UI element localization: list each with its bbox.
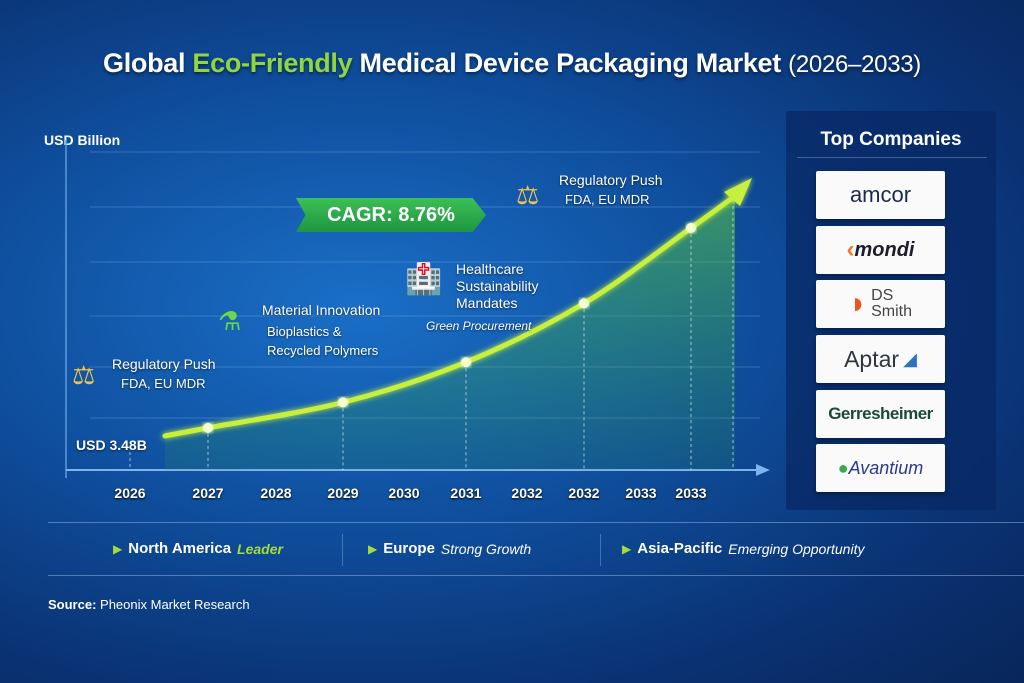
annotation-sub2: Recycled Polymers (267, 343, 379, 358)
source-text: Pheonix Market Research (96, 597, 250, 612)
source-note: Source: Pheonix Market Research (48, 597, 250, 612)
annotation-title3: Mandates (456, 295, 518, 311)
cagr-badge: CAGR: 8.76% (296, 198, 486, 232)
annotation-sub: FDA, EU MDR (565, 192, 650, 207)
company-name: Avantium (848, 457, 924, 478)
annotation-title: Material Innovation (262, 302, 381, 318)
x-tick-label: 2031 (450, 485, 482, 501)
triangle-icon: ▶ (368, 541, 378, 556)
region-europe: ▶ Europe Strong Growth (368, 540, 531, 557)
x-tick-label: 2027 (192, 485, 224, 501)
region-note: Leader (237, 540, 283, 557)
x-tick-label: 2030 (388, 485, 420, 501)
company-name: Gerresheimer (828, 404, 933, 423)
company-logo-ds-smith: ◗ DS Smith (816, 280, 945, 328)
divider (48, 522, 1024, 523)
annotation-title: Regulatory Push (112, 356, 216, 372)
annotation-sub: Bioplastics & (267, 324, 342, 339)
title-highlight: Eco-Friendly (192, 48, 353, 78)
x-tick-label: 2029 (327, 485, 359, 501)
annotation-regulatory-1: Regulatory Push FDA, EU MDR (112, 355, 216, 393)
annotation-sub: Green Procurement (426, 319, 532, 333)
company-logo-gerresheimer: Gerresheimer (816, 390, 945, 438)
y-axis-label: USD Billion (44, 132, 121, 148)
top-companies-panel: Top Companies amcor ‹ mondi ◗ DS Smith Apta… (786, 111, 996, 510)
triangle-icon: ▶ (622, 541, 632, 556)
divider (600, 534, 601, 566)
mondi-mark-icon: ‹ (846, 236, 855, 263)
data-point (686, 222, 696, 233)
region-north-america: ▶ North America Leader (113, 540, 283, 557)
annotation-healthcare: Healthcare Sustainability Mandates (456, 261, 539, 312)
data-point (338, 397, 348, 408)
divider (342, 534, 343, 566)
regions-bar: ▶ North America Leader ▶ Europe Strong Growt… (0, 534, 1024, 566)
avantium-leaf-icon: ● (837, 457, 849, 478)
growth-arrowhead (724, 178, 752, 206)
hospital-icon: 🏥 (405, 263, 443, 296)
x-axis-arrow (756, 464, 770, 476)
annotation-sub: FDA, EU MDR (121, 376, 206, 391)
region-note: Emerging Opportunity (728, 540, 865, 557)
start-value-label: USD 3.48B (76, 437, 147, 453)
page-title: Global Eco-Friendly Medical Device Packa… (0, 48, 1024, 79)
divider (797, 157, 987, 158)
company-name2: Smith (871, 303, 913, 320)
company-name: DS (871, 287, 894, 304)
title-years: (2026–2033) (788, 51, 921, 78)
x-tick-label: 2032 (511, 485, 543, 501)
data-point (579, 298, 589, 309)
company-name: amcor (849, 182, 912, 207)
triangle-icon: ▶ (113, 541, 123, 556)
company-logo-avantium: ● Avantium (816, 444, 945, 492)
region-name: Europe (383, 540, 435, 557)
annotation-title2: Sustainability (456, 278, 539, 294)
annotation-regulatory-2: Regulatory Push FDA, EU MDR (559, 171, 663, 209)
x-tick-label: 2026 (114, 485, 146, 501)
annotation-title: Healthcare (456, 261, 524, 277)
data-point (203, 422, 213, 433)
aptar-mark-icon: ◢ (903, 348, 917, 369)
gavel-icon: ⚖ (72, 360, 96, 390)
panel-title: Top Companies (820, 129, 962, 150)
ds-smith-mark-icon: ◗ (848, 287, 868, 320)
annotation-material: Material Innovation Bioplastics & Recycled… (262, 301, 380, 360)
company-name: Aptar (844, 345, 900, 372)
company-logo-amcor: amcor (816, 171, 945, 219)
area-fill (165, 196, 735, 470)
title-prefix: Global (103, 48, 193, 78)
x-tick-label: 2033 (675, 485, 707, 501)
x-tick-label: 2032 (568, 485, 600, 501)
x-tick-label: 2033 (625, 485, 657, 501)
data-point (461, 357, 471, 368)
region-name: Asia-Pacific (637, 540, 723, 557)
region-note: Strong Growth (440, 540, 532, 557)
region-asia-pacific: ▶ Asia-Pacific Emerging Opportunity (622, 540, 864, 557)
company-name: mondi (854, 238, 915, 261)
region-name: North America (128, 540, 232, 557)
flask-leaf-icon: ⚗ (218, 306, 242, 336)
gavel-icon: ⚖ (516, 180, 540, 210)
divider (48, 575, 1024, 576)
title-suffix: Medical Device Packaging Market (352, 48, 789, 78)
annotation-title: Regulatory Push (559, 172, 663, 188)
x-tick-label: 2028 (260, 485, 292, 501)
source-label: Source: (48, 597, 97, 612)
company-logo-mondi: ‹ mondi (816, 226, 945, 274)
company-logo-aptar: Aptar ◢ (816, 335, 945, 383)
